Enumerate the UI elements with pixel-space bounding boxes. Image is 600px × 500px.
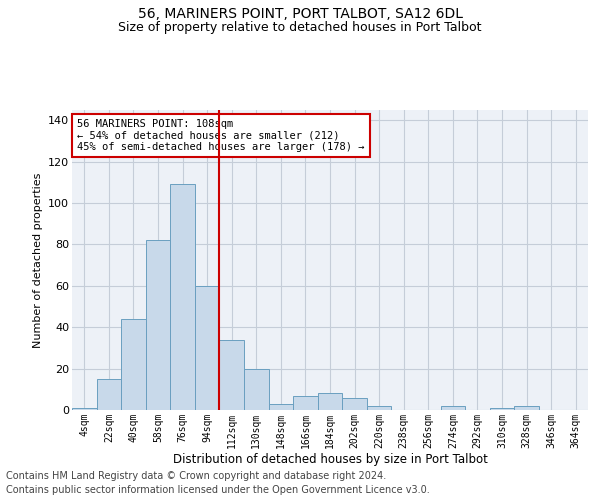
Bar [72,408,97,410]
Bar [146,240,170,410]
Bar [244,368,269,410]
Text: Contains public sector information licensed under the Open Government Licence v3: Contains public sector information licen… [6,485,430,495]
Bar [318,394,342,410]
Bar [269,404,293,410]
Bar [342,398,367,410]
Bar [195,286,220,410]
Bar [97,379,121,410]
Text: 56 MARINERS POINT: 108sqm
← 54% of detached houses are smaller (212)
45% of semi: 56 MARINERS POINT: 108sqm ← 54% of detac… [77,119,365,152]
Bar [220,340,244,410]
Bar [440,406,465,410]
Bar [121,319,146,410]
Bar [293,396,318,410]
Text: Size of property relative to detached houses in Port Talbot: Size of property relative to detached ho… [118,21,482,34]
Bar [490,408,514,410]
Bar [170,184,195,410]
Text: Distribution of detached houses by size in Port Talbot: Distribution of detached houses by size … [173,452,487,466]
Bar [367,406,391,410]
Y-axis label: Number of detached properties: Number of detached properties [32,172,43,348]
Text: Contains HM Land Registry data © Crown copyright and database right 2024.: Contains HM Land Registry data © Crown c… [6,471,386,481]
Bar [514,406,539,410]
Text: 56, MARINERS POINT, PORT TALBOT, SA12 6DL: 56, MARINERS POINT, PORT TALBOT, SA12 6D… [137,8,463,22]
